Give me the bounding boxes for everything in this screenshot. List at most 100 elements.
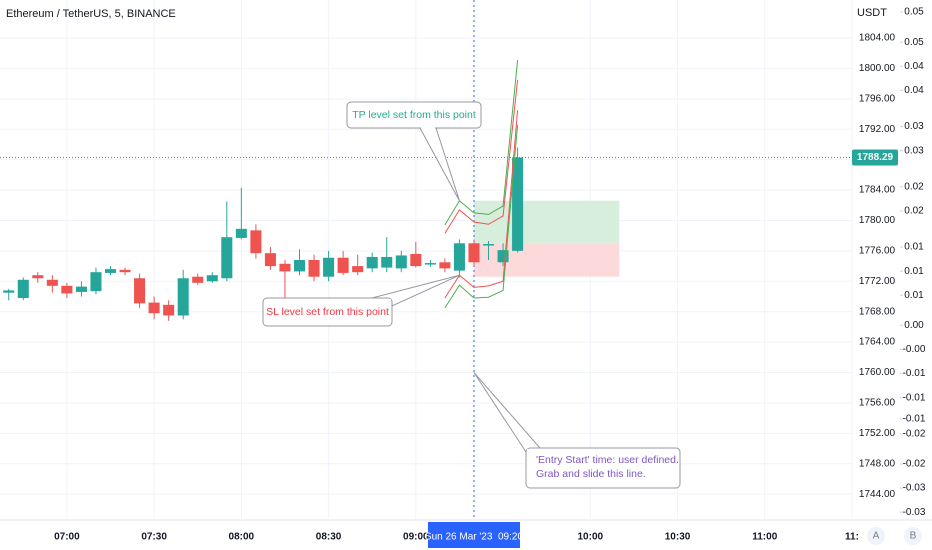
- callout-seam: [373, 299, 391, 301]
- y2-tick-label: 0.00: [904, 320, 924, 331]
- y2-tick-label: 0.04: [904, 85, 924, 96]
- callout-box: [262, 297, 393, 327]
- level-line: [444, 124, 519, 309]
- y2-tick-label: -0.03: [903, 483, 926, 494]
- y-tick-label: 1784.00: [859, 185, 896, 196]
- price-axis-unit: USDT: [857, 7, 887, 19]
- y-tick-label: 1764.00: [859, 337, 896, 348]
- candle-body: [221, 237, 233, 279]
- callout: TP level set from this point: [346, 101, 482, 201]
- y2-tick-label: 0.03: [904, 145, 924, 156]
- candle-body: [439, 262, 451, 269]
- y-tick-label: 1748.00: [859, 458, 896, 469]
- candle-body: [264, 253, 276, 267]
- x-tick-label: 09:00: [403, 532, 429, 543]
- candle-body: [279, 263, 291, 272]
- marks: [0, 0, 852, 520]
- last-price-tag: [852, 149, 898, 166]
- candle-body: [352, 266, 364, 273]
- candle-body: [366, 256, 378, 269]
- crosshair-time-label: Sun 26 Mar '23 09:20: [425, 532, 524, 543]
- candle-body: [381, 256, 393, 268]
- candle-body: [192, 276, 204, 283]
- candle-body: [293, 260, 306, 272]
- callout-text: 'Entry Start' time: user defined.: [536, 454, 679, 466]
- y-tick-label: 1776.00: [859, 246, 896, 257]
- y-tick-label: 1744.00: [859, 489, 896, 500]
- candle-body: [119, 269, 131, 273]
- candle-body: [395, 255, 407, 269]
- profit-zone: [473, 200, 620, 244]
- overlay: TP level set from this point SL level set…: [262, 101, 681, 489]
- callout-seam: [421, 127, 435, 129]
- x-tick-label: 08:30: [316, 532, 342, 543]
- candle-body: [424, 263, 436, 265]
- scale-button[interactable]: [904, 527, 922, 545]
- candle-body: [134, 278, 146, 304]
- y2-tick-label: -0.00: [903, 344, 926, 355]
- candle-body: [206, 275, 218, 282]
- candle-body: [512, 157, 524, 251]
- candle-body: [482, 244, 495, 246]
- candle-body: [104, 269, 117, 273]
- candle-body: [235, 228, 247, 238]
- level-line: [444, 79, 519, 234]
- callout-text: TP level set from this point: [352, 109, 476, 121]
- callout: 'Entry Start' time: user defined. Grab an…: [473, 372, 681, 489]
- candle-body: [46, 279, 58, 286]
- y2-tick-label: -0.03: [903, 507, 926, 518]
- candle-body: [75, 286, 87, 292]
- x-tick-label: 11:: [845, 532, 859, 543]
- callout-box: [346, 101, 482, 129]
- x-tick-label: 10:30: [665, 532, 691, 543]
- y2-tick-label: -0.02: [903, 428, 926, 439]
- y2-tick-label: 0.01: [904, 290, 924, 301]
- x-tick-label: 11:00: [752, 532, 777, 543]
- y2-tick-label: -0.01: [903, 413, 926, 424]
- x-tick-label: 10:00: [578, 532, 604, 543]
- callout-text: SL level set from this point: [266, 306, 389, 318]
- y2-tick-label: 0.05: [904, 7, 924, 18]
- y-tick-label: 1800.00: [859, 63, 896, 74]
- level-line: [444, 60, 519, 226]
- callout-seam: [527, 449, 539, 451]
- y2-tick-label: 0.03: [904, 121, 924, 132]
- y2-tick-label: -0.02: [903, 459, 926, 470]
- scale-button-label[interactable]: A: [873, 531, 880, 542]
- y2-tick-label: 0.05: [904, 37, 924, 48]
- x-tick-label: 07:00: [54, 532, 80, 543]
- x-tick-label: 07:30: [141, 532, 167, 543]
- y2-tick-label: -0.01: [903, 368, 926, 379]
- y-tick-label: 1752.00: [859, 428, 896, 439]
- y2-tick-label: 0.02: [904, 181, 924, 192]
- y-tick-label: 1768.00: [859, 306, 896, 317]
- y2-tick-label: 0.04: [904, 61, 924, 72]
- y2-tick-label: 0.01: [904, 242, 924, 253]
- y-tick-label: 1756.00: [859, 398, 896, 409]
- crosshair-time-tag: [427, 522, 520, 548]
- y-tick-label: 1792.00: [859, 124, 896, 135]
- last-price-label: 1788.29: [857, 152, 894, 163]
- candle-body: [3, 290, 15, 293]
- level-line: [444, 110, 519, 299]
- candle-body: [453, 243, 465, 271]
- y-tick-label: 1772.00: [859, 276, 896, 287]
- y-tick-label: 1760.00: [859, 367, 896, 378]
- loss-zone: [473, 243, 620, 277]
- callout: SL level set from this point: [262, 274, 460, 327]
- y-tick-label: 1796.00: [859, 93, 896, 104]
- scale-button[interactable]: [867, 527, 885, 545]
- scale-button-label[interactable]: B: [910, 531, 917, 542]
- candle-body: [308, 260, 320, 277]
- candle-body: [177, 278, 189, 316]
- y2-tick-label: 0.01: [904, 266, 924, 277]
- chart-title: Ethereum / TetherUS, 5, BINANCE: [6, 8, 176, 20]
- candle-body: [250, 230, 262, 254]
- candle-body: [337, 257, 349, 273]
- candle-body: [17, 279, 29, 299]
- candle-body: [497, 250, 509, 263]
- candle-body: [410, 253, 422, 267]
- candle-body: [148, 302, 160, 314]
